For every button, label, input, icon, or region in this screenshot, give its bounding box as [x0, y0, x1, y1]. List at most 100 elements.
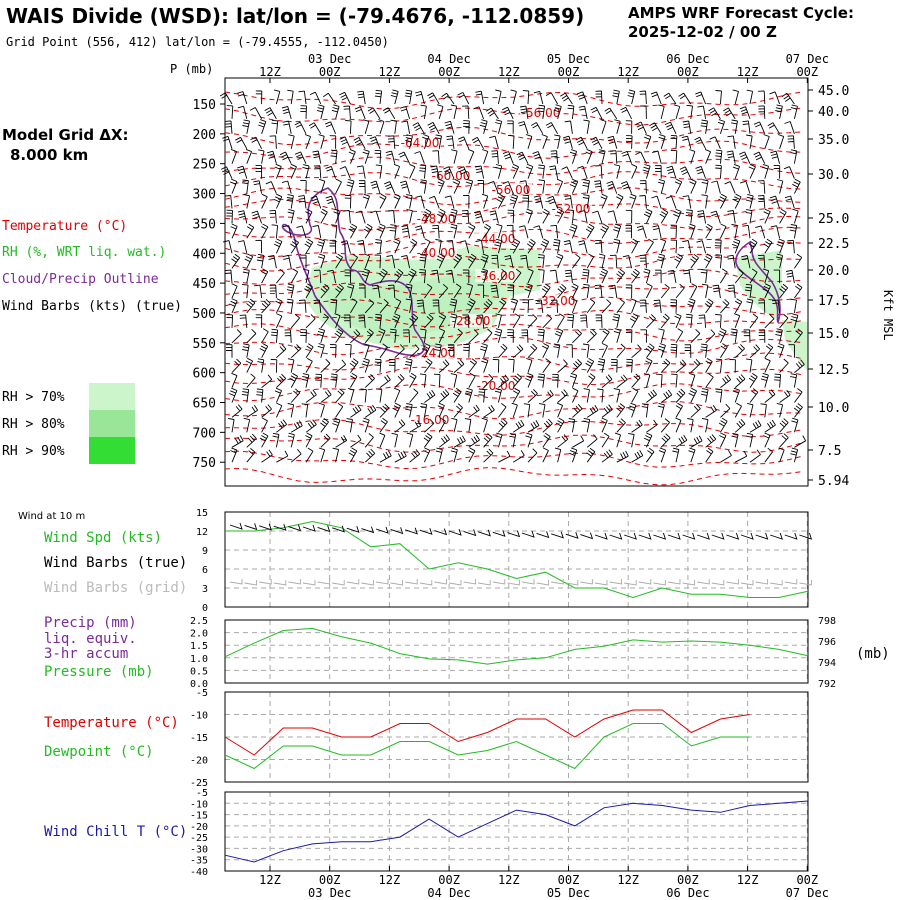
temperature-contour [224, 467, 802, 486]
wind-barb [441, 92, 455, 105]
wind-barb [760, 403, 767, 418]
wind-barb [631, 344, 642, 359]
wind-barb [377, 223, 386, 239]
wind-barb [498, 450, 511, 463]
wind-barb [672, 447, 680, 463]
wind-barb [453, 283, 462, 299]
wind-barb [665, 195, 677, 209]
day-label: 06 Dec [666, 886, 709, 900]
wind-barb [343, 105, 351, 119]
wind-barb [563, 135, 573, 149]
wind-barb [364, 433, 374, 448]
wind-barb [420, 104, 427, 119]
wind-barb [261, 404, 272, 418]
wind-barb [655, 165, 662, 179]
wind-chill-panel: -5-10-15-20-25-30-35-40 [190, 788, 809, 878]
wind-barb [305, 447, 314, 463]
wind-barb [651, 195, 662, 209]
wind-barb [495, 164, 503, 179]
temperature-contour [224, 418, 802, 438]
wind-barb [275, 298, 283, 314]
wind-barb [409, 344, 420, 359]
wind-barb [557, 359, 568, 373]
rh-legend-label: RH > 70% [2, 390, 65, 405]
legend-temperature: Temperature (°C) [2, 219, 127, 234]
wind-barb [458, 136, 470, 149]
wind-barb [774, 373, 782, 388]
time-tick-label: 00Z [796, 873, 818, 887]
wind-barb [690, 283, 698, 299]
title: WAIS Divide (WSD): lat/lon = (-79.4676, … [6, 4, 584, 28]
wind-barb [231, 283, 238, 299]
wind-barb [612, 89, 620, 105]
wind-barb [631, 373, 641, 388]
time-tick-label: 12Z [737, 65, 759, 79]
wind-barb [526, 357, 533, 373]
wind-barb [542, 447, 549, 463]
temperature-label-bg [415, 246, 457, 259]
wind-barb [510, 89, 517, 105]
wind-barb [525, 432, 533, 448]
wind-barb [225, 344, 233, 358]
wind-barb [412, 122, 425, 135]
wind-barb [400, 180, 411, 194]
wind-barb [335, 178, 342, 194]
wind-barb [739, 106, 751, 120]
wind-barb [231, 435, 244, 448]
wind-barb [364, 328, 374, 344]
wind-barb [657, 343, 666, 358]
wind-barb [553, 343, 561, 358]
wind-barb [764, 419, 776, 433]
wind-barb [569, 447, 578, 463]
wind-barb [720, 403, 731, 418]
wind-barb [393, 238, 401, 254]
wind-barb [475, 90, 485, 105]
wind-barb [746, 89, 754, 105]
wind-barb [705, 373, 714, 388]
wind-barb [295, 151, 307, 164]
wind-barb [450, 447, 458, 463]
wind-barb [712, 284, 721, 299]
height-tick-label: 40.0 [818, 105, 849, 120]
wind-barb [394, 373, 405, 388]
wind-barb [276, 419, 288, 433]
wind-barb [789, 224, 798, 239]
temperature-contour [224, 107, 802, 126]
wind-barb [364, 448, 376, 463]
wind-barb [331, 104, 340, 120]
wind-barb [512, 313, 521, 329]
wind-barb [507, 134, 515, 149]
wind-barb [350, 253, 358, 269]
wind-barb [740, 180, 751, 194]
wind-barb [654, 269, 662, 284]
wind-barb [727, 284, 736, 299]
wind-barb [246, 405, 259, 418]
wind-barb [715, 358, 723, 373]
wind-barb [272, 432, 280, 448]
wind-barb-10m [478, 529, 491, 537]
wind-barb-10m [740, 532, 754, 540]
wind-barb [601, 374, 613, 388]
wind-barb [434, 343, 442, 358]
panel-y-tick-label: -5 [196, 688, 208, 699]
wind-barb [296, 225, 307, 239]
wind-barb [595, 314, 603, 328]
wind-barb [613, 223, 622, 239]
wind-barb [486, 107, 499, 120]
wind-barb [773, 269, 781, 284]
temperature-contour [224, 323, 802, 342]
wind-barb [494, 388, 502, 403]
wind-barb [645, 283, 653, 299]
wind-speed-panel: 15 12 9 6 3 0 [196, 508, 809, 614]
wind-barb [489, 210, 499, 224]
wind-barb-10m [317, 525, 331, 533]
wind-barb [779, 313, 789, 329]
wind-barb [276, 268, 285, 284]
wind-barb [554, 447, 562, 463]
wind-barb [401, 255, 411, 269]
wind-barb [407, 268, 417, 284]
wind-barb [542, 358, 551, 373]
wind-barb [749, 344, 761, 359]
wind-barb [675, 283, 685, 299]
wind-barb [498, 343, 508, 359]
